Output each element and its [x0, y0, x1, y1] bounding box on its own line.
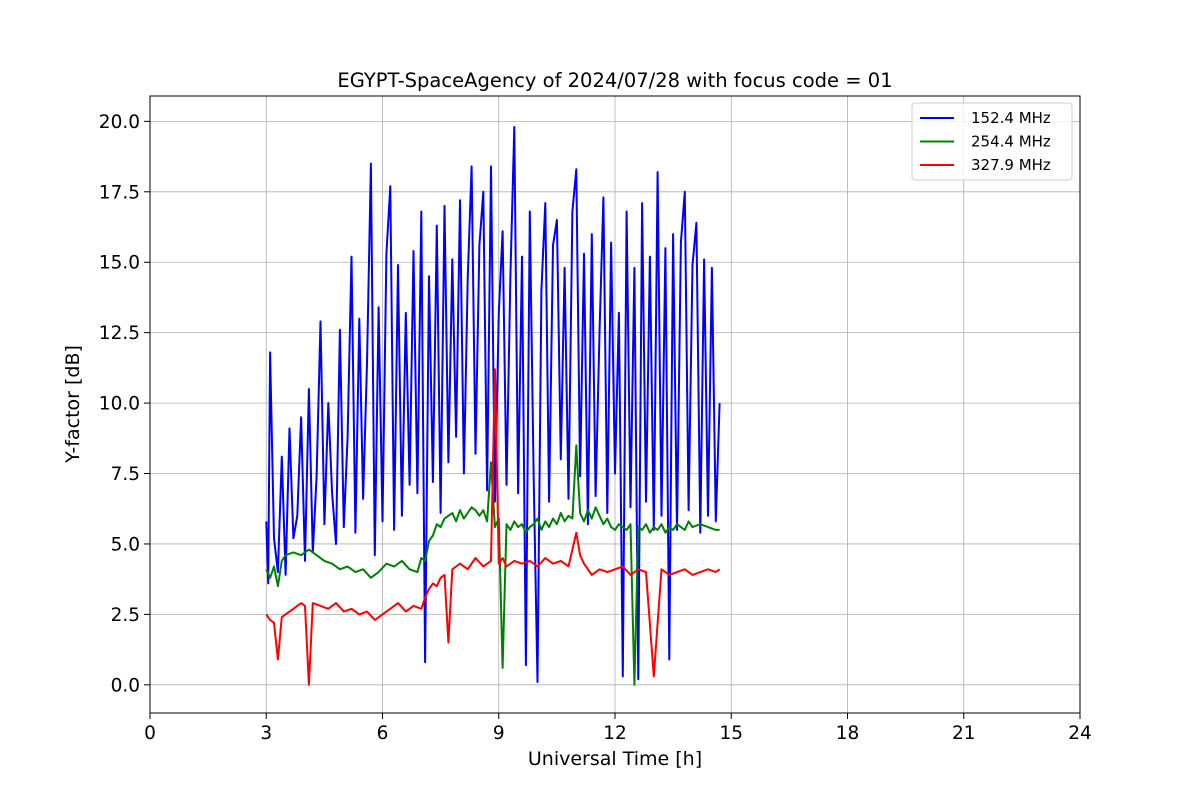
y-tick-label: 7.5 — [111, 464, 140, 485]
legend-label-2: 254.4 MHz — [971, 133, 1051, 151]
legend: 152.4 MHz 254.4 MHz 327.9 MHz — [911, 102, 1073, 181]
series-line-1 — [265, 126, 721, 683]
y-tick-label: 10.0 — [99, 394, 140, 415]
legend-box — [911, 102, 1073, 181]
x-axis-title: Universal Time [h] — [528, 748, 702, 770]
chart-title: EGYPT-SpaceAgency of 2024/07/28 with foc… — [337, 69, 892, 92]
y-tick-label: 5.0 — [111, 534, 140, 555]
series-line-2 — [265, 444, 720, 686]
x-tick-label: 9 — [493, 723, 505, 744]
y-tick-label: 0.0 — [111, 675, 140, 696]
x-tick-label: 6 — [377, 723, 389, 744]
legend-label-1: 152.4 MHz — [971, 109, 1051, 127]
y-axis-title: Y-factor [dB] — [62, 345, 84, 464]
legend-label-3: 327.9 MHz — [971, 156, 1051, 174]
series-layer — [265, 126, 721, 686]
x-tick-label: 3 — [260, 723, 272, 744]
ticks: 0 3 6 9 12 15 18 21 24 0.0 2.5 5.0 7.5 10.0 12.5 15.0 17… — [99, 112, 1092, 744]
y-tick-label: 15.0 — [99, 253, 140, 274]
x-tick-label: 12 — [603, 723, 627, 744]
y-tick-label: 12.5 — [99, 323, 140, 344]
y-tick-label: 2.5 — [111, 605, 140, 626]
x-tick-label: 0 — [144, 723, 156, 744]
x-tick-label: 18 — [836, 723, 860, 744]
x-tick-label: 15 — [719, 723, 743, 744]
x-tick-label: 21 — [952, 723, 976, 744]
y-tick-label: 20.0 — [99, 112, 140, 133]
y-tick-label: 17.5 — [99, 182, 140, 203]
series-line-3 — [265, 368, 721, 686]
x-tick-label: 24 — [1068, 723, 1092, 744]
